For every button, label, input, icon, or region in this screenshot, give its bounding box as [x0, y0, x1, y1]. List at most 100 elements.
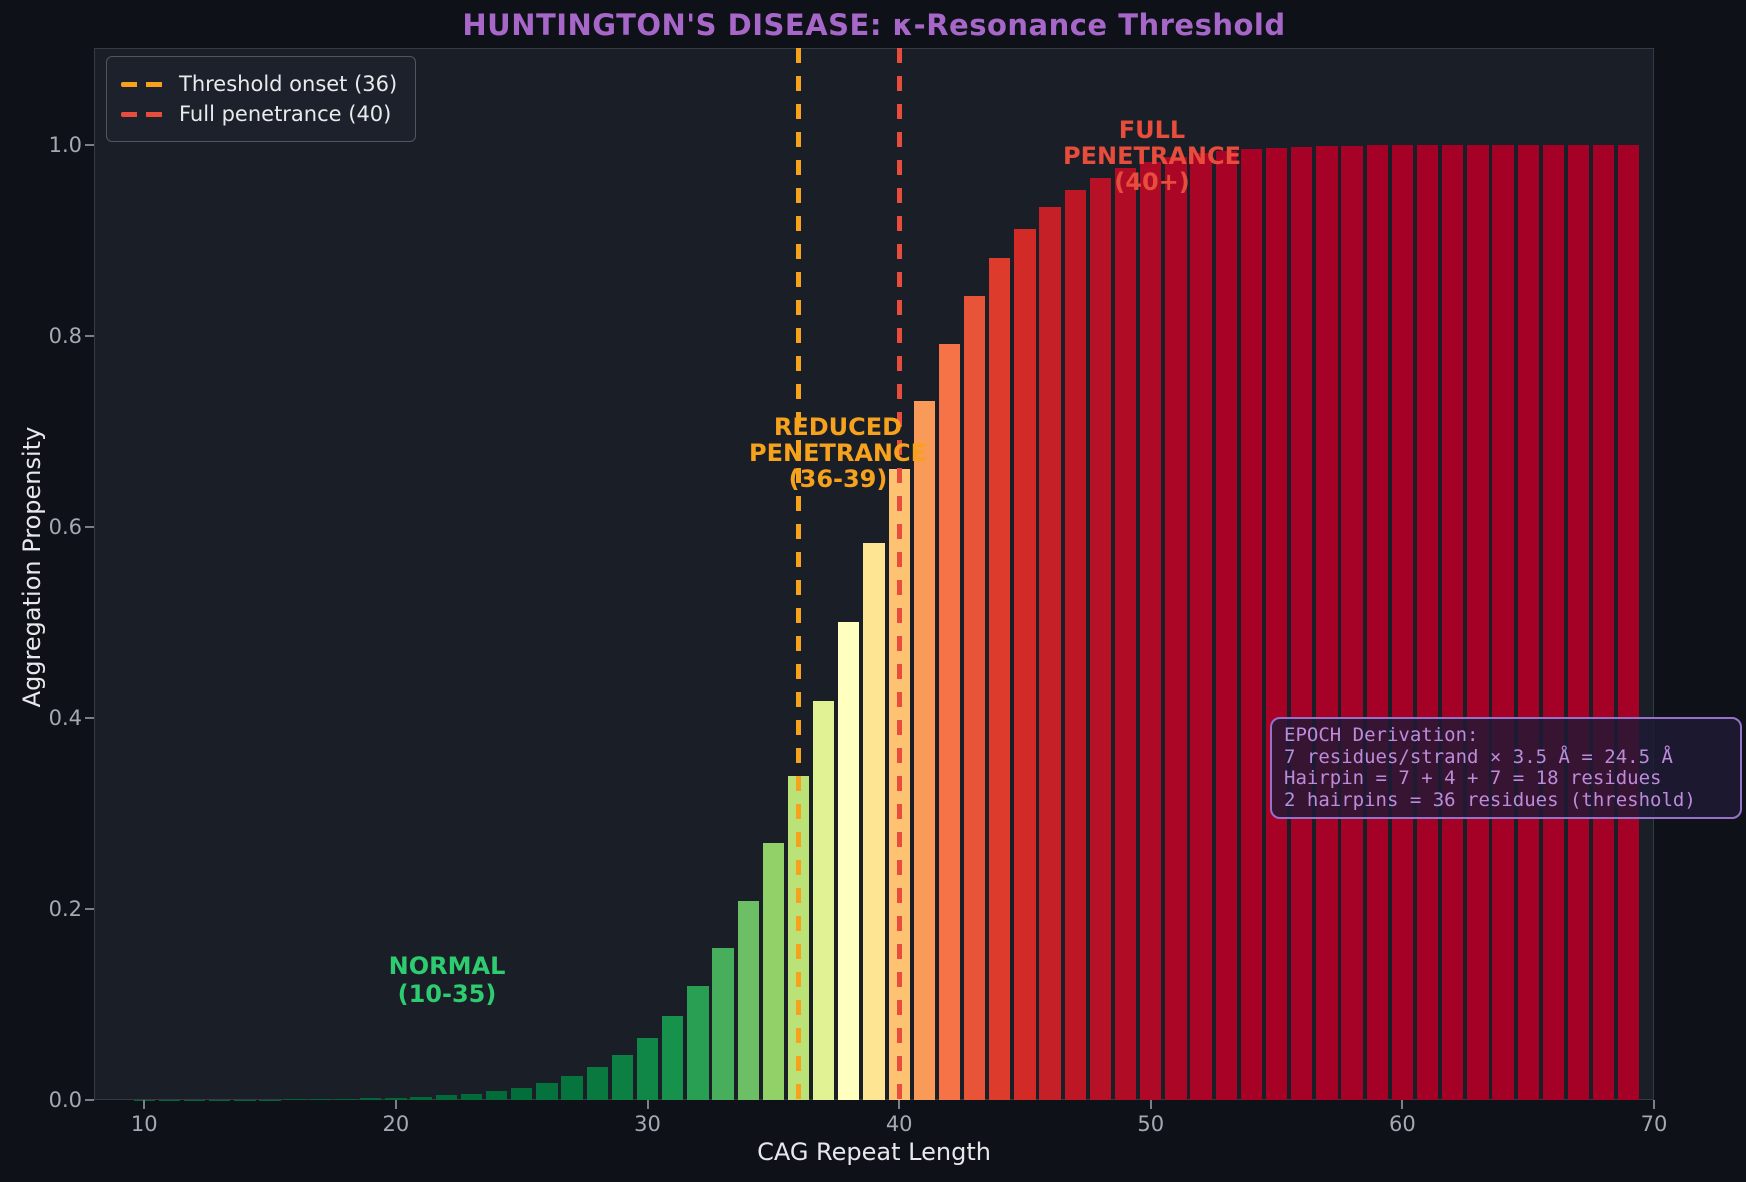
epoch-line: 7 residues/strand × 3.5 Å = 24.5 Å — [1284, 745, 1673, 768]
bar-cag-35 — [762, 843, 785, 1100]
bar-cag-55 — [1265, 147, 1288, 1100]
bar-cag-31 — [662, 1015, 684, 1100]
epoch-line: Hairpin = 7 + 4 + 7 = 18 residues — [1284, 767, 1662, 789]
annotation-line: REDUCED — [773, 413, 903, 441]
bar-cag-46 — [1039, 206, 1061, 1100]
bar-cag-50 — [1140, 161, 1162, 1100]
annotation-line: PENETRANCE — [1063, 142, 1241, 170]
x-tick-label: 40 — [885, 1112, 913, 1136]
x-tick-mark — [394, 1100, 397, 1109]
bar-cag-33 — [712, 948, 734, 1100]
bar-cag-24 — [485, 1091, 508, 1100]
bar-cag-63 — [1467, 144, 1489, 1100]
y-tick-mark — [85, 334, 94, 337]
bar-cag-59 — [1366, 145, 1388, 1100]
bar-cag-18 — [334, 1098, 357, 1100]
bar-cag-57 — [1316, 146, 1338, 1100]
bar-cag-45 — [1014, 229, 1036, 1100]
bar-cag-15 — [259, 1099, 281, 1100]
orange-dashed-line-icon — [121, 81, 163, 87]
y-tick-mark — [85, 525, 94, 528]
x-tick-mark — [1401, 1100, 1404, 1109]
bar-cag-47 — [1064, 189, 1086, 1100]
bar-cag-52 — [1190, 153, 1212, 1100]
bar-cag-42 — [938, 343, 961, 1100]
bar-cag-23 — [460, 1093, 483, 1100]
bar-cag-51 — [1165, 156, 1187, 1100]
bar-cag-21 — [410, 1096, 432, 1100]
annotation-normal-zone: NORMAL (10-35) — [389, 952, 506, 1008]
annotation-line: (10-35) — [397, 980, 497, 1008]
legend-item-threshold-onset: Threshold onset (36) — [121, 69, 397, 99]
y-tick-label: 0.0 — [48, 1088, 82, 1112]
x-tick-mark — [1653, 1100, 1655, 1109]
bar-cag-20 — [385, 1097, 407, 1100]
epoch-line: EPOCH Derivation: — [1284, 724, 1479, 746]
y-axis-label: Aggregation Propensity — [18, 426, 46, 708]
annotation-line: (36-39) — [788, 465, 888, 493]
bar-cag-17 — [309, 1099, 332, 1100]
bar-cag-41 — [913, 401, 935, 1100]
x-tick-mark — [1149, 1100, 1152, 1109]
epoch-derivation-box: EPOCH Derivation: 7 residues/strand × 3.… — [1270, 717, 1742, 819]
bar-cag-49 — [1114, 168, 1137, 1100]
y-tick-mark — [85, 716, 94, 719]
bar-cag-37 — [813, 701, 835, 1100]
legend-label: Threshold onset (36) — [179, 72, 398, 96]
x-tick-label: 70 — [1640, 1112, 1668, 1136]
bar-cag-29 — [611, 1054, 634, 1100]
y-tick-label: 1.0 — [48, 132, 82, 157]
y-tick-label: 0.2 — [48, 896, 82, 921]
x-tick-label: 60 — [1389, 1112, 1416, 1136]
y-tick-mark — [85, 907, 94, 910]
bar-cag-44 — [989, 258, 1011, 1100]
red-dashed-line-icon — [121, 111, 163, 117]
bar-cag-43 — [964, 296, 986, 1100]
bar-cag-61 — [1416, 145, 1439, 1100]
bar-cag-48 — [1089, 177, 1112, 1100]
threshold-onset-line — [796, 48, 801, 1100]
x-tick-label: 30 — [634, 1112, 661, 1136]
legend: Threshold onset (36) Full penetrance (40… — [106, 56, 417, 142]
bar-cag-26 — [536, 1082, 558, 1100]
bar-cag-28 — [586, 1067, 608, 1100]
bar-cag-19 — [360, 1098, 382, 1100]
bar-cag-56 — [1291, 146, 1313, 1100]
bar-cag-53 — [1215, 150, 1237, 1100]
full-penetrance-line — [896, 48, 902, 1100]
chart-title: HUNTINGTON'S DISEASE: κ-Resonance Thresh… — [462, 8, 1286, 42]
x-tick-label: 10 — [130, 1112, 158, 1136]
bar-cag-39 — [863, 543, 885, 1100]
annotation-line: FULL — [1118, 116, 1186, 144]
bar-cag-64 — [1492, 144, 1514, 1100]
x-tick-mark — [898, 1100, 901, 1109]
bar-cag-54 — [1240, 149, 1263, 1100]
epoch-line: 2 hairpins = 36 residues (threshold) — [1284, 788, 1696, 811]
annotation-line: (40+) — [1114, 168, 1190, 196]
bar-cag-58 — [1341, 145, 1363, 1100]
bar-cag-38 — [838, 622, 860, 1100]
x-tick-label: 20 — [382, 1112, 410, 1136]
bar-cag-69 — [1618, 144, 1640, 1100]
legend-item-full-penetrance: Full penetrance (40) — [121, 99, 397, 129]
bar-cag-16 — [284, 1099, 306, 1100]
bar-cag-25 — [511, 1087, 533, 1100]
y-tick-mark — [85, 1099, 94, 1101]
bar-cag-22 — [435, 1095, 457, 1100]
bar-cag-34 — [737, 900, 759, 1100]
legend-label: Full penetrance (40) — [179, 102, 392, 126]
bar-cag-66 — [1542, 144, 1565, 1100]
bar-cag-65 — [1517, 144, 1539, 1100]
bar-cag-32 — [687, 986, 709, 1100]
bar-cag-30 — [636, 1037, 659, 1100]
x-tick-label: 50 — [1137, 1112, 1165, 1136]
annotation-full-penetrance-zone: FULL PENETRANCE (40+) — [1063, 117, 1241, 195]
bar-cag-60 — [1391, 145, 1414, 1100]
bar-cag-27 — [561, 1076, 583, 1100]
y-tick-mark — [85, 143, 94, 146]
annotation-line: NORMAL — [388, 952, 506, 980]
annotation-line: PENETRANCE — [749, 439, 927, 467]
y-tick-label: 0.6 — [48, 514, 82, 539]
bar-cag-62 — [1442, 144, 1464, 1100]
